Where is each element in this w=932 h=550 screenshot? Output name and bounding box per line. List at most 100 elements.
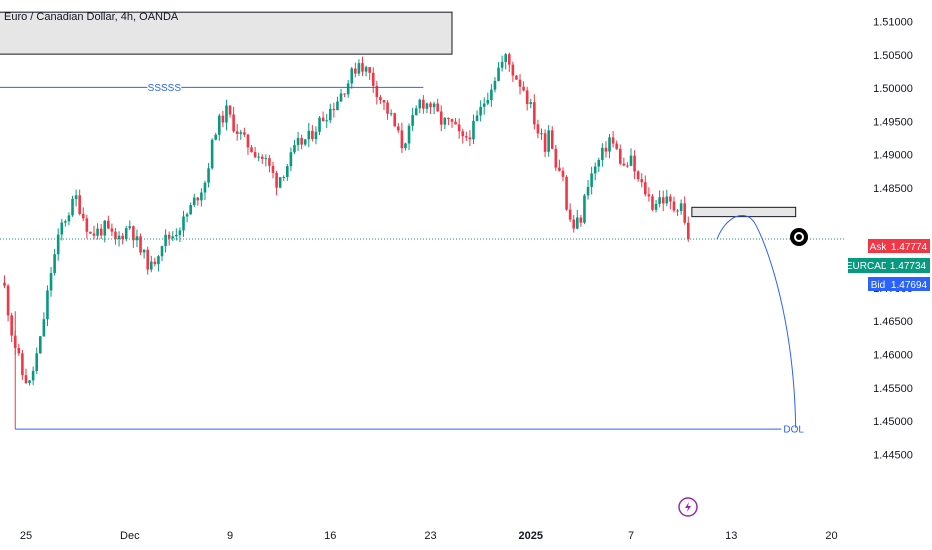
candle <box>371 67 375 93</box>
candle <box>339 89 343 102</box>
candle <box>368 67 371 81</box>
candle <box>85 214 89 239</box>
candle <box>418 98 422 114</box>
candle <box>343 93 346 98</box>
lightning-icon[interactable] <box>678 497 698 517</box>
y-tick-label: 1.50500 <box>873 50 913 62</box>
chart-overlays: SSSSS DOL <box>0 81 845 436</box>
candle <box>164 229 167 253</box>
candle <box>550 126 554 150</box>
dol-label: DOL <box>783 425 804 436</box>
candle <box>300 134 303 150</box>
candle <box>404 142 407 151</box>
candle <box>160 245 164 261</box>
zone-0[interactable] <box>0 11 453 55</box>
candle <box>357 59 361 76</box>
zone-1[interactable] <box>691 206 797 218</box>
candle <box>629 148 633 167</box>
candle <box>225 99 228 131</box>
candle <box>121 232 124 245</box>
x-tick-label: 9 <box>227 530 233 542</box>
candle <box>583 194 586 225</box>
candle <box>364 65 368 77</box>
candle <box>232 106 235 133</box>
candle <box>336 96 339 111</box>
candle <box>561 167 565 182</box>
candle <box>89 231 92 235</box>
candle <box>590 166 593 195</box>
candle <box>218 113 221 141</box>
candle <box>579 214 583 227</box>
candle <box>658 190 661 208</box>
candle <box>243 127 246 137</box>
candle <box>142 249 146 259</box>
ssss-label: SSSSS <box>148 83 182 94</box>
candle <box>321 111 325 122</box>
x-tick-label: 25 <box>20 530 32 542</box>
candle <box>71 195 74 217</box>
candle <box>601 143 604 167</box>
x-tick-label: 7 <box>628 530 634 542</box>
candle <box>354 62 357 78</box>
candle <box>282 175 286 181</box>
candle <box>146 246 149 275</box>
candle <box>597 157 601 172</box>
candle <box>554 144 558 171</box>
bid-value: 1.47694 <box>891 280 928 291</box>
candle <box>522 81 525 92</box>
candle <box>207 162 210 188</box>
candle <box>686 216 690 242</box>
candle <box>676 208 679 216</box>
candle <box>253 146 257 159</box>
candle <box>6 283 10 322</box>
candle <box>167 231 171 246</box>
candle <box>318 116 321 136</box>
candle <box>293 139 296 154</box>
candle <box>525 86 529 111</box>
candle <box>210 138 214 170</box>
candle <box>325 114 328 128</box>
candle <box>611 130 615 148</box>
candle <box>669 194 672 210</box>
candle <box>31 366 35 386</box>
candle <box>178 227 182 242</box>
candle <box>314 126 318 145</box>
candle <box>289 147 293 171</box>
candle <box>39 335 42 354</box>
candle <box>425 102 429 114</box>
candle <box>375 80 379 105</box>
candle <box>647 187 651 202</box>
candle <box>56 228 60 261</box>
x-tick-label: 20 <box>825 530 837 542</box>
candle <box>547 125 550 157</box>
candle <box>99 224 103 240</box>
candle <box>275 170 278 196</box>
candle <box>679 199 683 215</box>
candle <box>450 118 454 128</box>
candle <box>608 133 611 159</box>
candle <box>286 164 289 181</box>
candle <box>411 107 414 131</box>
candle <box>540 128 543 140</box>
candle <box>432 101 436 115</box>
target-icon[interactable] <box>790 228 808 246</box>
candle <box>683 196 686 225</box>
candle <box>239 129 243 140</box>
candle <box>457 118 461 139</box>
candle <box>576 210 579 230</box>
candle <box>604 141 608 158</box>
candle <box>518 74 522 95</box>
candle <box>149 255 153 273</box>
candle <box>454 117 457 125</box>
y-tick-label: 1.45500 <box>873 383 913 395</box>
candle <box>622 157 626 167</box>
x-tick-label: 16 <box>324 530 336 542</box>
candle <box>185 212 189 223</box>
candle <box>250 144 253 153</box>
price-axis: 1.51000 1.50500 1.50000 1.49500 1.49000 1.485… <box>873 17 913 462</box>
x-tick-label: 13 <box>725 530 737 542</box>
candle <box>10 312 13 343</box>
candle <box>543 129 547 158</box>
candle <box>486 92 490 106</box>
